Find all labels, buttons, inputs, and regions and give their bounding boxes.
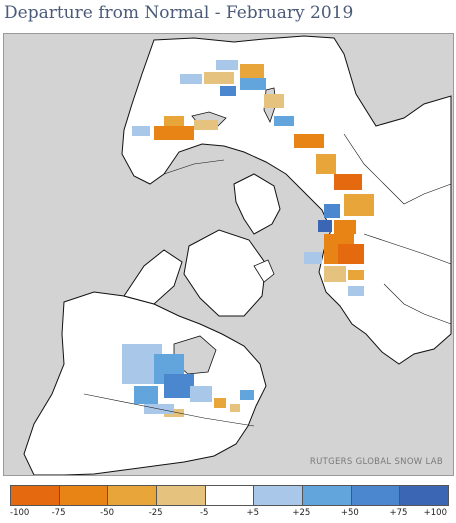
legend-swatch (254, 486, 304, 505)
europe-landmass (233, 173, 281, 235)
negative-departure-cells (154, 64, 374, 417)
legend-swatch (11, 486, 60, 505)
legend-bar (10, 485, 449, 506)
legend-tick-label: +50 (340, 508, 359, 518)
legend-tick-label: +5 (246, 508, 260, 518)
legend-swatch (205, 486, 255, 505)
snow-departure-map: RUTGERS GLOBAL SNOW LAB (3, 33, 454, 476)
legend-tick-label: +75 (389, 508, 408, 518)
positive-departure-cells (122, 60, 364, 414)
arctic-island (253, 259, 275, 283)
legend-tick-label: +25 (292, 508, 311, 518)
legend-tick-labels: -100 -75 -50 -25 -5 +5 +25 +50 +75 +100 (10, 508, 447, 518)
legend-tick-label: +100 (423, 508, 447, 518)
legend-tick-label: -75 (51, 508, 66, 518)
legend-swatch (351, 486, 401, 505)
legend-swatch (400, 486, 449, 505)
color-legend: -100 -75 -50 -25 -5 +5 +25 +50 +75 +100 (3, 483, 452, 519)
legend-tick-label: -50 (100, 508, 115, 518)
map-title: Departure from Normal - February 2019 (4, 3, 354, 23)
legend-tick-label: -100 (10, 508, 30, 518)
greenland (183, 229, 267, 317)
legend-swatch (157, 486, 206, 505)
map-canvas (4, 34, 453, 475)
political-borders (83, 133, 452, 427)
alaska (123, 249, 183, 305)
data-credit: RUTGERS GLOBAL SNOW LAB (309, 457, 443, 467)
legend-tick-label: -25 (148, 508, 163, 518)
legend-swatch (303, 486, 352, 505)
legend-swatch (108, 486, 158, 505)
legend-tick-label: -5 (199, 508, 209, 518)
legend-swatch (59, 486, 109, 505)
